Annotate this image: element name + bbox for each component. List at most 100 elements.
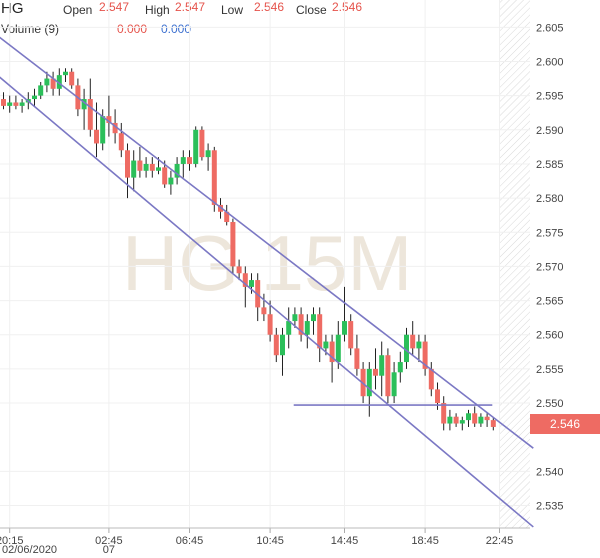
candle[interactable] (447, 409, 453, 431)
candle[interactable] (149, 157, 155, 178)
candle[interactable] (63, 68, 68, 82)
last-price-box (530, 414, 600, 434)
candle[interactable] (335, 321, 341, 369)
candle[interactable] (280, 327, 285, 376)
candle[interactable] (69, 68, 75, 89)
candle[interactable] (453, 413, 459, 427)
candle-body (32, 95, 37, 100)
candle-body (162, 167, 168, 185)
candle[interactable] (273, 327, 279, 363)
candle[interactable] (329, 334, 335, 383)
candle[interactable] (422, 334, 428, 376)
candle[interactable] (255, 273, 261, 322)
candle[interactable] (428, 362, 434, 397)
candle[interactable] (224, 204, 230, 226)
candle[interactable] (242, 266, 248, 308)
candle-body (311, 314, 316, 322)
high-value: 2.547 (175, 0, 206, 14)
channel-lower-line[interactable] (0, 75, 534, 528)
candle[interactable] (56, 68, 62, 96)
candle[interactable] (32, 88, 37, 106)
candle[interactable] (459, 416, 465, 431)
candle[interactable] (466, 409, 471, 427)
candle[interactable] (286, 307, 292, 349)
candle[interactable] (7, 95, 13, 113)
candle[interactable] (373, 348, 378, 390)
candle[interactable] (180, 150, 186, 178)
candle-body (348, 321, 354, 349)
y-tick-label: 2.605 (536, 22, 564, 34)
candle-body (50, 78, 56, 89)
candle[interactable] (199, 126, 205, 161)
candle[interactable] (131, 150, 137, 192)
candle-body (1, 99, 6, 106)
y-tick-label: 2.585 (536, 159, 564, 171)
candle[interactable] (342, 286, 347, 342)
candle-body (112, 122, 118, 134)
candle[interactable] (416, 334, 422, 363)
candle[interactable] (193, 126, 199, 168)
candle[interactable] (211, 146, 217, 212)
candle-body (354, 348, 360, 369)
candle[interactable] (118, 122, 124, 158)
candle[interactable] (174, 157, 180, 185)
candle[interactable] (143, 157, 149, 178)
candle[interactable] (410, 321, 416, 356)
candle-body (397, 362, 403, 373)
watermark: HG 15M (122, 219, 412, 307)
candle[interactable] (137, 146, 143, 178)
channel-upper-line[interactable] (0, 36, 534, 449)
candle-body (100, 116, 106, 144)
candle[interactable] (230, 218, 236, 274)
candle[interactable] (404, 327, 409, 369)
candle[interactable] (484, 413, 490, 427)
candle[interactable] (379, 341, 385, 397)
candle-body (156, 167, 161, 171)
candle[interactable] (354, 334, 360, 376)
candle-body (273, 334, 279, 356)
candle[interactable] (478, 413, 484, 427)
candle-body (459, 420, 465, 424)
candle[interactable] (490, 418, 496, 431)
candle[interactable] (236, 259, 242, 281)
x-tick-sublabel: 07 (103, 544, 115, 556)
candle[interactable] (13, 95, 19, 110)
candle-body (19, 102, 25, 106)
candle-body (366, 368, 372, 397)
candle[interactable] (304, 314, 310, 349)
candle[interactable] (397, 351, 403, 383)
candle[interactable] (385, 348, 391, 404)
candle[interactable] (267, 300, 273, 342)
candle[interactable] (44, 71, 50, 93)
candle[interactable] (298, 307, 304, 342)
candle[interactable] (1, 92, 6, 110)
candle[interactable] (348, 314, 354, 356)
candle[interactable] (168, 170, 174, 195)
candle[interactable] (187, 150, 192, 171)
candle[interactable] (205, 143, 211, 171)
candle[interactable] (391, 362, 397, 404)
candle-body (38, 85, 44, 96)
candle-body (484, 416, 490, 421)
candle-body (13, 102, 19, 106)
candle[interactable] (125, 143, 130, 199)
candle-body (149, 163, 155, 171)
candle[interactable] (441, 396, 447, 431)
candle[interactable] (472, 406, 478, 427)
candle-body (180, 157, 186, 164)
candle-body (428, 368, 434, 390)
candle[interactable] (19, 99, 25, 113)
candle[interactable] (261, 293, 267, 322)
candle[interactable] (81, 88, 87, 130)
candle-body (435, 389, 440, 404)
candle-body (373, 368, 378, 376)
candle[interactable] (50, 71, 56, 96)
candle[interactable] (38, 81, 44, 100)
candle-body (466, 413, 471, 421)
candle[interactable] (317, 307, 323, 363)
candle-body (187, 157, 192, 164)
candle[interactable] (106, 95, 112, 137)
candle[interactable] (292, 307, 298, 328)
candle[interactable] (311, 307, 316, 335)
